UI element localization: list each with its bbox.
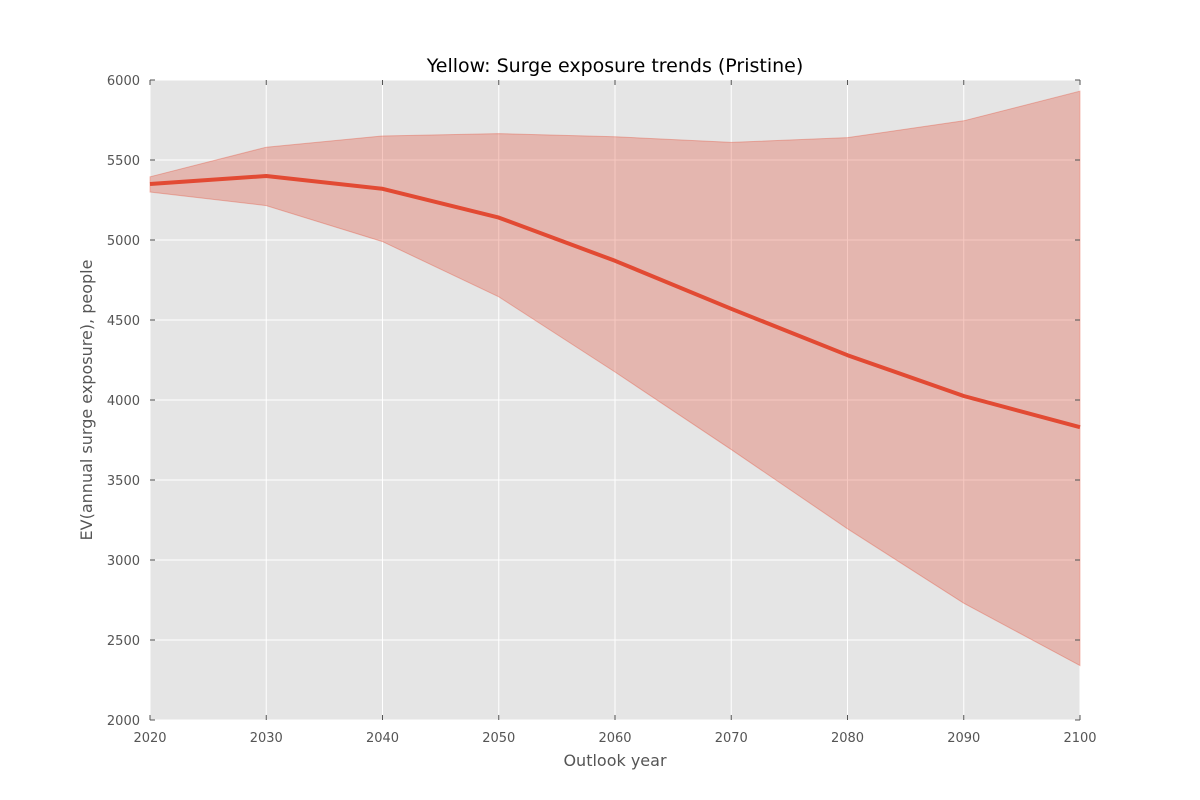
y-tick-labels: 2000 2500 3000 3500 4000 4500 5000 5500 6000 — [107, 74, 140, 729]
y-tick-label: 4000 — [107, 394, 140, 409]
chart-title: Yellow: Surge exposure trends (Pristine) — [426, 55, 804, 77]
y-tick-label: 6000 — [107, 74, 140, 89]
x-tick-label: 2060 — [598, 731, 631, 746]
x-tick-label: 2040 — [366, 731, 399, 746]
x-tick-label: 2070 — [715, 731, 748, 746]
x-tick-label: 2090 — [947, 731, 980, 746]
y-tick-label: 5000 — [107, 234, 140, 249]
y-tick-label: 3000 — [107, 554, 140, 569]
x-tick-label: 2050 — [482, 731, 515, 746]
uncertainty-band-layer — [149, 90, 1081, 667]
y-tick-label: 4500 — [107, 314, 140, 329]
y-tick-label: 2000 — [107, 714, 140, 729]
x-tick-label: 2080 — [831, 731, 864, 746]
series-line-layer — [149, 174, 1081, 430]
y-tick-label: 2500 — [107, 634, 140, 649]
uncertainty-band — [149, 90, 1081, 667]
x-axis-label: Outlook year — [563, 751, 667, 770]
x-tick-label: 2020 — [133, 731, 166, 746]
y-tick-label: 5500 — [107, 154, 140, 169]
x-tick-label: 2100 — [1063, 731, 1096, 746]
axis-ticks — [149, 79, 1081, 721]
x-tick-label: 2030 — [250, 731, 283, 746]
y-tick-label: 3500 — [107, 474, 140, 489]
y-axis-label: EV(annual surge exposure), people — [77, 260, 96, 541]
x-tick-labels: 2020 2030 2040 2050 2060 2070 2080 2090 2100 — [133, 731, 1096, 746]
